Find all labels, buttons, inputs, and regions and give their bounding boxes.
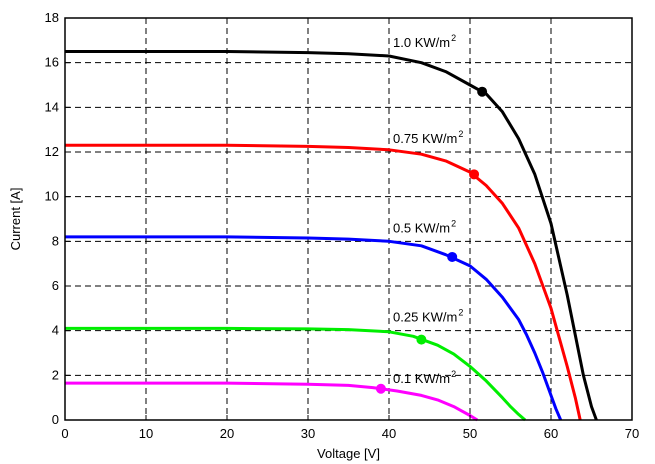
y-tick-label: 16 bbox=[45, 55, 59, 70]
series-label-3: 0.25 KW/m bbox=[393, 310, 457, 325]
series-label-sup-2: 2 bbox=[451, 218, 456, 228]
x-tick-label: 40 bbox=[382, 426, 396, 441]
y-tick-label: 18 bbox=[45, 10, 59, 25]
grid bbox=[65, 18, 632, 420]
annotation-layer: 1.0 KW/m 20.75 KW/m 20.5 KW/m 20.25 KW/m 20.… bbox=[393, 33, 463, 386]
series-label-sup-4: 2 bbox=[451, 369, 456, 379]
y-tick-label: 6 bbox=[52, 278, 59, 293]
series-label-1: 0.75 KW/m bbox=[393, 131, 457, 146]
mpp-marker-4 bbox=[375, 383, 386, 394]
series-line-3 bbox=[65, 326, 527, 422]
y-tick-label: 14 bbox=[45, 99, 59, 114]
x-tick-label: 0 bbox=[61, 426, 68, 441]
mpp-marker-3 bbox=[416, 334, 427, 345]
tick-layer: 0 10 20 30 40 50 60 70 0 2 4 6 8 10 12 14 16 18 bbox=[45, 10, 640, 441]
series-label-sup-0: 2 bbox=[451, 33, 456, 43]
series-label-0: 1.0 KW/m bbox=[393, 35, 450, 50]
x-tick-label: 50 bbox=[463, 426, 477, 441]
y-axis-title: Current [A] bbox=[8, 188, 23, 251]
y-tick-label: 8 bbox=[52, 233, 59, 248]
y-tick-label: 0 bbox=[52, 412, 59, 427]
mpp-marker-2 bbox=[447, 251, 458, 262]
series-layer bbox=[65, 50, 598, 422]
mpp-marker-0 bbox=[477, 86, 488, 97]
plot-frame bbox=[64, 17, 633, 421]
series-line-4 bbox=[65, 381, 479, 422]
x-tick-label: 20 bbox=[220, 426, 234, 441]
y-tick-label: 10 bbox=[45, 189, 59, 204]
series-line-1 bbox=[65, 143, 582, 421]
series-label-4: 0.1 KW/m bbox=[393, 371, 450, 386]
y-tick-label: 2 bbox=[52, 367, 59, 382]
x-tick-label: 30 bbox=[301, 426, 315, 441]
series-label-sup-3: 2 bbox=[458, 308, 463, 318]
x-tick-label: 10 bbox=[139, 426, 153, 441]
series-label-sup-1: 2 bbox=[458, 129, 463, 139]
x-tick-label: 60 bbox=[544, 426, 558, 441]
mpp-marker-1 bbox=[469, 169, 480, 180]
y-tick-label: 4 bbox=[52, 323, 59, 338]
x-tick-label: 70 bbox=[625, 426, 639, 441]
y-tick-label: 12 bbox=[45, 144, 59, 159]
series-label-2: 0.5 KW/m bbox=[393, 220, 450, 235]
x-axis-title: Voltage [V] bbox=[317, 446, 380, 461]
series-line-2 bbox=[65, 235, 563, 421]
